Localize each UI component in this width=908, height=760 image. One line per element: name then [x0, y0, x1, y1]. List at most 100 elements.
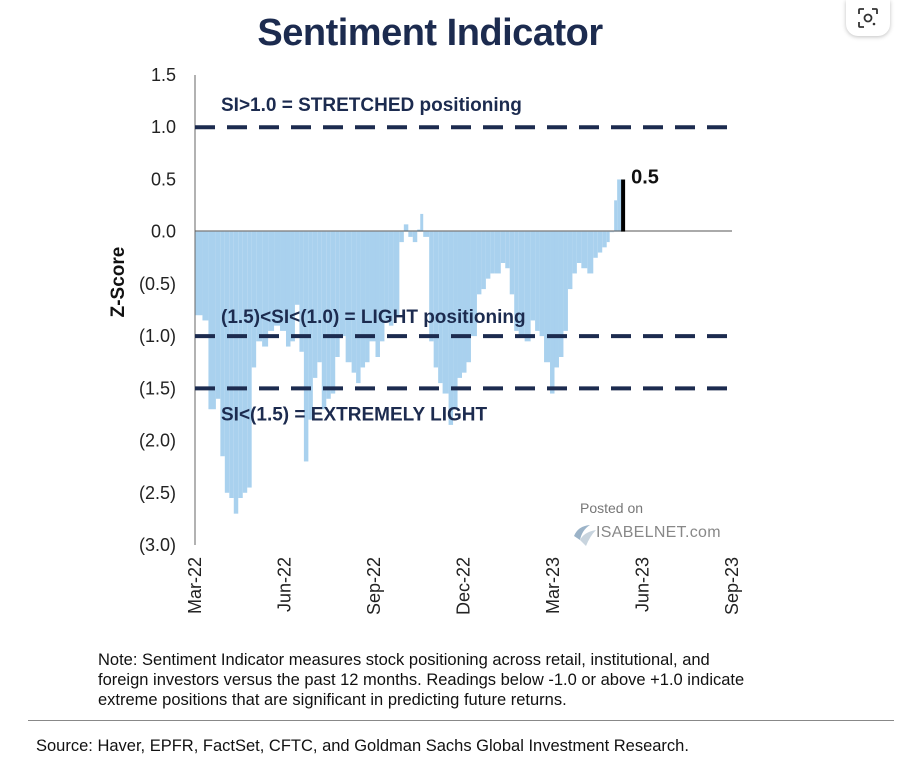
watermark-posted-text: Posted on: [580, 500, 644, 516]
bar: [247, 231, 252, 488]
y-tick-label: (1.0): [139, 326, 176, 346]
x-tick-layer: Mar-22 Jun-22 Sep-22 Dec-22 Mar-23 Jun-23 Sep-…: [185, 557, 742, 615]
bar: [505, 231, 510, 269]
bar: [408, 231, 413, 237]
bar: [563, 231, 568, 331]
y-tick-layer: 1.5 1.0 0.5 0.0 (0.5) (1.0) (1.5) (2.0) (2.5) (3.…: [139, 65, 176, 555]
bar: [360, 231, 366, 368]
bar: [617, 179, 622, 232]
bar: [481, 231, 486, 290]
y-tick-label: (3.0): [139, 535, 176, 555]
bar: [224, 231, 230, 493]
bar: [462, 231, 467, 373]
bar: [262, 231, 269, 347]
bar: [597, 231, 603, 253]
x-tick-label: Dec-22: [454, 557, 474, 615]
note-line: extreme positions that are significant i…: [98, 691, 567, 709]
bar: [208, 231, 216, 410]
bar: [438, 231, 443, 384]
bar: [195, 231, 203, 316]
bar: [339, 231, 346, 337]
bar: [335, 231, 340, 357]
bar: [539, 231, 545, 337]
bar: [379, 231, 385, 342]
bar: [609, 231, 615, 233]
bar: [442, 231, 449, 394]
reference-line-label: SI>1.0 = STRETCHED positioning: [221, 95, 522, 116]
lens-icon: [858, 8, 878, 28]
bar: [365, 231, 370, 363]
bar: [356, 231, 361, 384]
x-tick-label: Mar-22: [185, 557, 205, 614]
bar: [312, 231, 318, 378]
bar: [576, 231, 582, 263]
bar: [433, 231, 439, 368]
bars-layer: [195, 179, 622, 514]
y-tick-label: (2.0): [139, 431, 176, 451]
lens-search-button[interactable]: [846, 0, 890, 36]
bar: [238, 231, 243, 499]
bar: [470, 231, 477, 337]
bar: [420, 213, 424, 232]
bar: [466, 231, 471, 363]
bar: [399, 231, 404, 243]
bar: [514, 231, 519, 331]
bar: [530, 231, 536, 321]
divider: [28, 720, 894, 721]
bar: [251, 231, 257, 368]
bar: [375, 231, 380, 357]
bar: [321, 231, 327, 410]
bar: [567, 231, 573, 290]
bar: [326, 231, 331, 399]
reference-line-label: (1.5)<SI<(1.0) = LIGHT positioning: [221, 307, 526, 328]
y-tick-label: 1.5: [151, 65, 176, 85]
bar: [303, 231, 309, 462]
bar: [572, 231, 577, 274]
bar: [308, 231, 313, 420]
bar: [423, 231, 430, 237]
bar: [229, 231, 234, 499]
bar: [581, 231, 588, 269]
reference-lines-layer: SI>1.0 = STRETCHED positioning (1.5)<SI<(…: [195, 95, 732, 425]
x-tick-label: Mar-23: [543, 557, 563, 614]
bar: [299, 231, 304, 352]
bar: [280, 231, 286, 331]
chart-title: Sentiment Indicator: [257, 12, 603, 54]
bar: [558, 231, 564, 357]
bar: [256, 231, 263, 342]
bar: [602, 231, 607, 248]
y-tick-label: 1.0: [151, 117, 176, 137]
bar: [476, 231, 482, 295]
bar: [509, 231, 515, 295]
source-text: Source: Haver, EPFR, FactSet, CFTC, and …: [36, 737, 689, 755]
bar: [544, 231, 551, 363]
x-tick-label: Jun-22: [275, 557, 295, 612]
bar: [457, 231, 462, 378]
y-tick-label: (2.5): [139, 483, 176, 503]
bar: [614, 200, 618, 232]
bar: [412, 231, 418, 243]
chart-note: Note: Sentiment Indicator measures stock…: [98, 650, 888, 710]
isabelnet-logo-icon: [574, 525, 596, 546]
bar: [524, 231, 531, 342]
watermark-brand-text: ISABELNET.com: [596, 524, 721, 541]
x-tick-label: Jun-23: [633, 557, 653, 612]
bar: [518, 231, 525, 337]
bar: [268, 231, 275, 331]
bar: [202, 231, 209, 321]
bar: [554, 231, 559, 368]
note-line: foreign investors versus the past 12 mon…: [98, 671, 745, 689]
bar: [274, 231, 281, 326]
bar: [242, 231, 248, 493]
watermark: Posted on ISABELNET.com: [572, 500, 752, 550]
bar: [453, 231, 458, 410]
x-tick-label: Sep-22: [364, 557, 384, 615]
bar: [220, 231, 225, 457]
bar: [330, 231, 336, 394]
x-tick-label: Sep-23: [722, 557, 742, 615]
bar: [500, 231, 506, 263]
y-tick-label: 0.0: [151, 222, 176, 242]
y-tick-label: (0.5): [139, 274, 176, 294]
bar: [345, 231, 352, 363]
bar: [215, 231, 221, 399]
